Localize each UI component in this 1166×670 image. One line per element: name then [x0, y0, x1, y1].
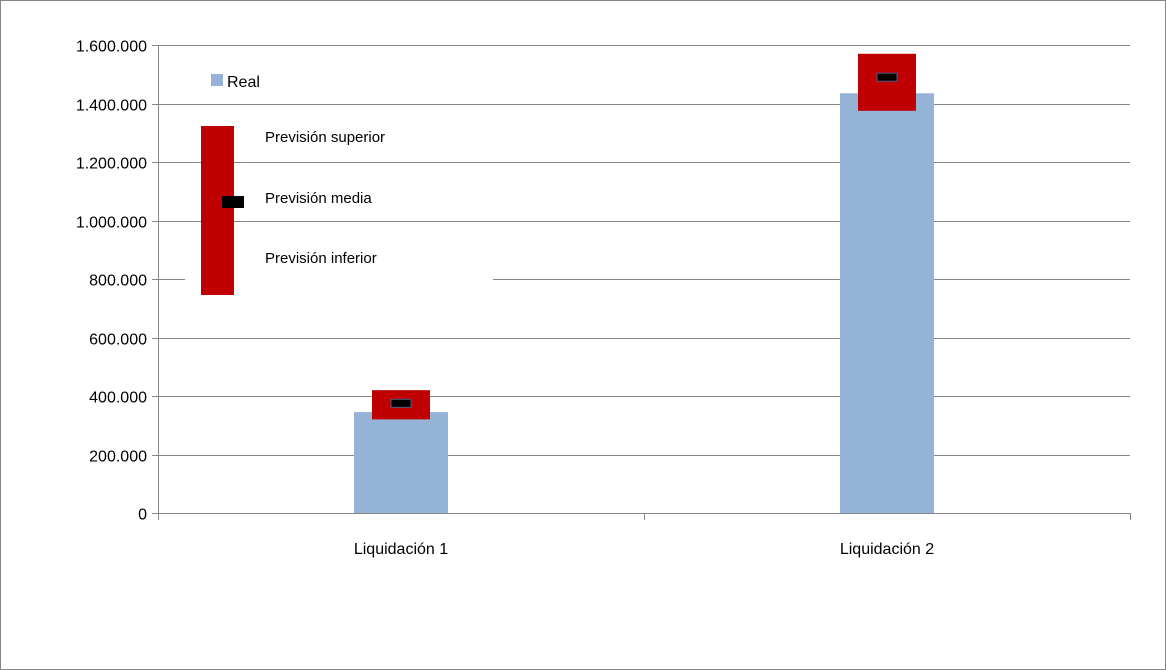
y-tick-label: 200.000	[89, 449, 147, 466]
gridlines	[158, 45, 1130, 456]
y-tick-label: 0	[138, 507, 147, 524]
legend-mean-marker	[222, 196, 244, 208]
x-tick-label: Liquidación 1	[354, 541, 448, 558]
bar-real	[840, 93, 934, 513]
forecast-mean-marker	[876, 72, 898, 82]
forecast-mean-marker	[390, 398, 412, 408]
y-tick-label: 400.000	[89, 390, 147, 407]
legend-real-label: Real	[227, 74, 260, 91]
legend-forecast-bar	[201, 126, 234, 295]
y-tick-label: 1.200.000	[76, 156, 147, 173]
y-tick-label: 1.600.000	[76, 39, 147, 56]
legend: Real Previsión superior Previsión media …	[201, 74, 385, 295]
bar-real	[354, 412, 448, 513]
bars	[354, 53, 934, 513]
y-tick-label: 800.000	[89, 273, 147, 290]
legend-forecast-upper-label: Previsión superior	[265, 129, 385, 146]
y-tick-label: 600.000	[89, 332, 147, 349]
legend-forecast-lower-label: Previsión inferior	[265, 250, 377, 267]
axes: 0 200.000 400.000 600.000 800.000 1.000.000 1.…	[76, 39, 1131, 558]
forecast-range	[858, 53, 916, 111]
y-tick-label: 1.400.000	[76, 98, 147, 115]
x-tick-label: Liquidación 2	[840, 541, 934, 558]
legend-forecast-mean-label: Previsión media	[265, 190, 372, 207]
y-tick-label: 1.000.000	[76, 215, 147, 232]
legend-real-swatch	[211, 74, 223, 86]
